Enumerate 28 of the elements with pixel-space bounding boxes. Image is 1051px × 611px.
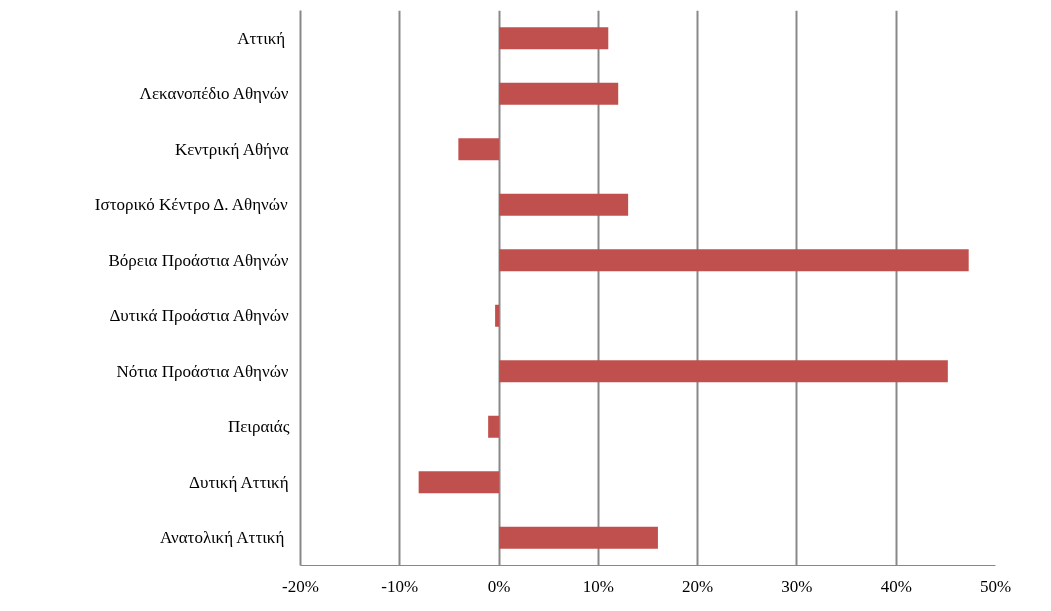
bar	[499, 27, 609, 50]
y-tick-label: Δυτική Αττική	[189, 472, 289, 492]
bar	[488, 415, 500, 438]
x-tick-label: 30%	[781, 576, 813, 596]
x-tick-label: 40%	[880, 576, 912, 596]
y-tick-label: Νότια Προάστια Αθηνών	[116, 361, 289, 381]
y-tick-label: Ανατολική Αττική	[160, 528, 285, 548]
y-tick-label: Λεκανοπέδιο Αθηνών	[139, 84, 289, 104]
bar	[458, 138, 500, 161]
bar	[499, 82, 619, 105]
x-tick-label: 10%	[582, 576, 614, 596]
y-tick-label: Κεντρική Αθήνα	[174, 139, 289, 159]
y-tick-label: Βόρεια Προάστια Αθηνών	[108, 250, 289, 270]
bar	[418, 471, 500, 494]
y-tick-label: Πειραιάς	[227, 417, 290, 437]
x-tick-label: 20%	[682, 576, 714, 596]
bar	[499, 193, 629, 216]
y-tick-label: Ιστορικό Κέντρο Δ. Αθηνών	[94, 195, 288, 215]
bar	[495, 304, 500, 327]
bar	[499, 360, 948, 383]
x-tick-label: -20%	[282, 576, 319, 596]
x-tick-label: 50%	[979, 576, 1012, 596]
x-tick-label: -10%	[381, 576, 419, 596]
y-tick-label: Δυτικά Προάστια Αθηνών	[109, 306, 289, 326]
x-tick-label: 0%	[487, 576, 511, 596]
bar	[499, 249, 969, 272]
y-tick-label: Αττική	[237, 28, 286, 48]
bar	[499, 526, 658, 549]
